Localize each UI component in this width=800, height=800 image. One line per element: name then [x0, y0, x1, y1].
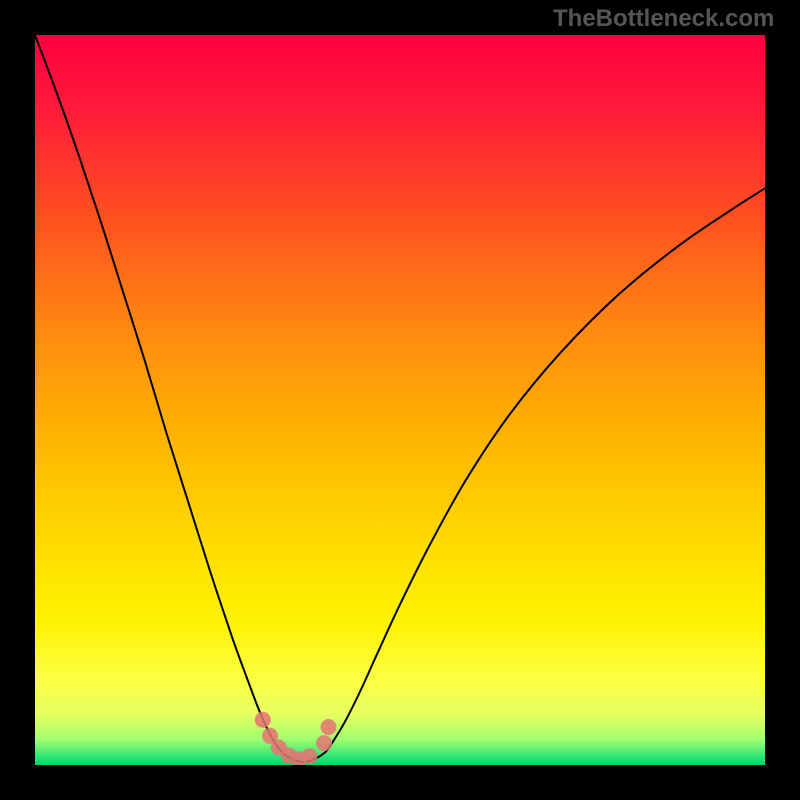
plot-area — [35, 35, 765, 765]
data-marker — [301, 748, 317, 764]
data-marker — [316, 735, 332, 751]
gradient-background — [35, 35, 765, 765]
data-marker — [320, 719, 336, 735]
chart-svg — [35, 35, 765, 765]
watermark-text: TheBottleneck.com — [553, 5, 774, 33]
data-marker — [255, 712, 271, 728]
